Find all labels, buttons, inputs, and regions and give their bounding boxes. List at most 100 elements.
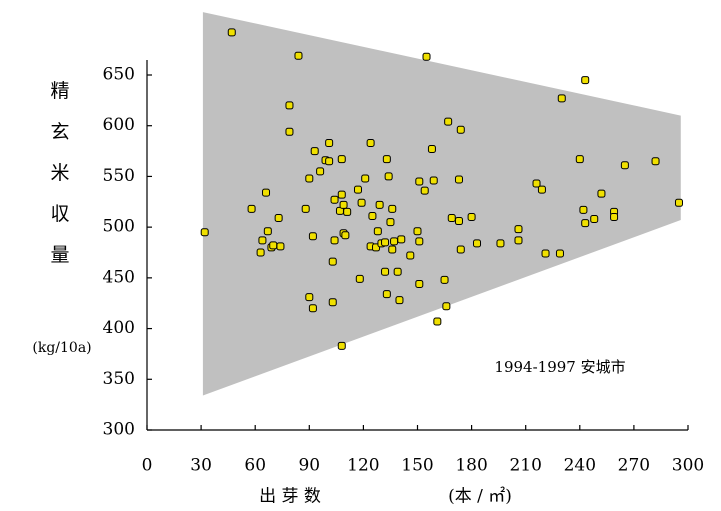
- point: [427, 145, 436, 154]
- point: [375, 200, 384, 209]
- point: [610, 213, 619, 221]
- point: [456, 125, 465, 134]
- x-unit: (本 / ㎡): [448, 487, 512, 507]
- point: [337, 190, 346, 199]
- point: [263, 227, 272, 236]
- point: [514, 225, 523, 234]
- point: [620, 161, 629, 170]
- point: [447, 214, 456, 223]
- point: [308, 304, 317, 313]
- point: [393, 267, 402, 276]
- x-tick-label: 120: [347, 456, 379, 476]
- point: [433, 317, 442, 326]
- point: [406, 251, 415, 260]
- point: [597, 189, 606, 198]
- point: [382, 290, 391, 299]
- point: [316, 167, 325, 176]
- point: [258, 236, 267, 245]
- point: [467, 213, 476, 221]
- x-axis-label: 出 芽 数: [259, 487, 321, 507]
- point: [262, 188, 271, 197]
- point: [285, 127, 294, 136]
- point: [384, 172, 393, 181]
- point: [305, 174, 314, 183]
- x-tick-label: 0: [142, 456, 153, 476]
- y-tick-label: 600: [103, 115, 135, 135]
- point: [537, 185, 546, 194]
- x-tick-label: 60: [244, 456, 266, 476]
- point: [328, 257, 337, 266]
- point: [274, 214, 283, 223]
- point: [200, 228, 209, 237]
- point: [442, 302, 451, 311]
- point: [579, 205, 588, 214]
- point: [444, 117, 453, 126]
- point: [415, 177, 424, 186]
- point: [368, 211, 377, 220]
- point: [353, 185, 362, 194]
- point: [310, 147, 319, 156]
- point: [366, 138, 375, 147]
- point: [420, 186, 429, 195]
- y-tick-label: 300: [103, 420, 135, 440]
- point: [413, 227, 422, 236]
- point: [381, 238, 390, 247]
- point: [555, 249, 564, 258]
- point: [308, 232, 317, 241]
- point: [337, 155, 346, 164]
- point: [532, 179, 541, 188]
- point: [422, 52, 431, 61]
- y-unit: (kg/10a): [32, 340, 91, 356]
- point: [328, 298, 337, 307]
- point: [256, 248, 265, 257]
- point: [330, 195, 339, 204]
- y-tick-label: 350: [103, 369, 135, 389]
- point: [337, 341, 346, 350]
- envelope: [202, 12, 681, 396]
- point: [330, 236, 339, 245]
- point: [473, 239, 482, 248]
- y-tick-label: 500: [103, 217, 135, 237]
- point: [341, 231, 350, 240]
- point: [343, 207, 352, 216]
- point: [415, 237, 424, 246]
- annotation: 1994-1997 安城市: [494, 358, 625, 376]
- point: [269, 241, 278, 250]
- point: [373, 227, 382, 236]
- point: [440, 275, 449, 284]
- y-tick-label: 650: [103, 65, 135, 85]
- point: [357, 198, 366, 207]
- point: [575, 155, 584, 164]
- x-tick-label: 150: [401, 456, 433, 476]
- point: [429, 176, 438, 185]
- x-tick-label: 30: [190, 456, 212, 476]
- x-tick-label: 300: [672, 456, 704, 476]
- point: [415, 279, 424, 288]
- point: [390, 237, 399, 246]
- point: [454, 217, 463, 226]
- point: [514, 236, 523, 245]
- point: [325, 157, 334, 166]
- y-tick-label: 550: [103, 166, 135, 186]
- point: [361, 174, 370, 183]
- point: [395, 296, 404, 305]
- point: [651, 157, 660, 166]
- x-tick-label: 240: [564, 456, 596, 476]
- point: [294, 51, 303, 60]
- x-tick-label: 210: [509, 456, 541, 476]
- point: [388, 204, 397, 213]
- y-axis-label-char: 量: [50, 244, 69, 266]
- point: [496, 239, 505, 248]
- x-tick-label: 90: [298, 456, 320, 476]
- point: [541, 249, 550, 258]
- point: [557, 94, 566, 103]
- point: [301, 204, 310, 213]
- point: [325, 138, 334, 147]
- point: [581, 76, 590, 85]
- point: [247, 204, 256, 213]
- y-tick-label: 400: [103, 318, 135, 338]
- point: [674, 198, 683, 207]
- point: [388, 245, 397, 254]
- point: [397, 235, 406, 244]
